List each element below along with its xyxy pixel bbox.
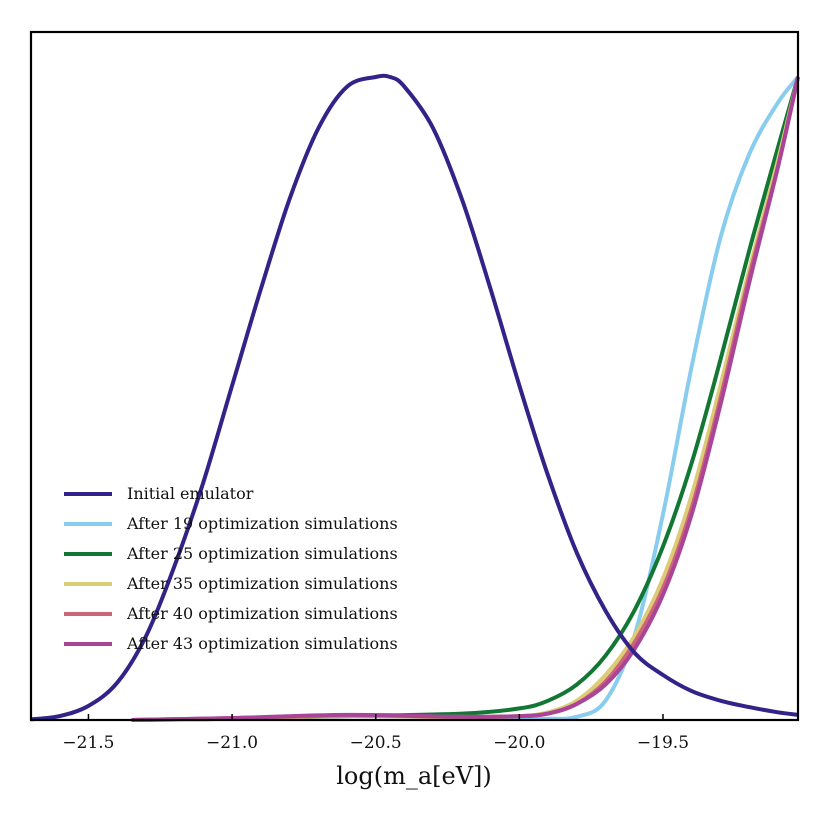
x-tick-label: −21.5: [62, 733, 114, 753]
series-line-0: [30, 73, 799, 722]
x-axis-label: log(m_a[eV]): [336, 762, 492, 790]
legend-label: After 40 optimization simulations: [126, 604, 398, 623]
x-tick-label: −19.5: [637, 733, 689, 753]
legend-label: Initial emulator: [127, 484, 254, 503]
series-line-3: [131, 76, 800, 722]
legend-label: After 43 optimization simulations: [126, 634, 398, 653]
x-ticks: −21.5 −21.0 −20.5 −20.0 −19.5: [62, 714, 689, 753]
legend-label: After 25 optimization simulations: [126, 544, 398, 563]
x-tick-label: −20.0: [493, 733, 545, 753]
curves: [30, 73, 800, 722]
legend: Initial emulator After 19 optimization si…: [64, 484, 398, 653]
legend-label: After 19 optimization simulations: [126, 514, 398, 533]
series-line-1: [131, 75, 800, 722]
series-line-5: [131, 76, 800, 722]
series-line-2: [131, 76, 800, 722]
plot-frame: [29, 30, 800, 722]
legend-label: After 35 optimization simulations: [126, 574, 398, 593]
x-tick-label: −21.0: [206, 733, 258, 753]
series-line-4: [131, 76, 800, 722]
x-tick-label: −20.5: [350, 733, 402, 753]
